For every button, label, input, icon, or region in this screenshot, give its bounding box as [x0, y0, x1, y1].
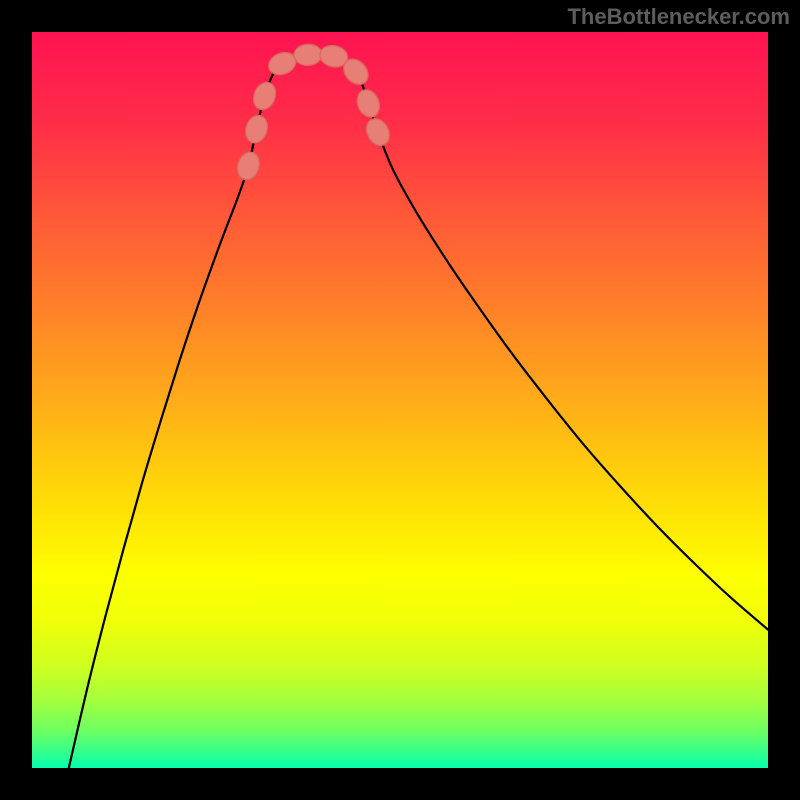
watermark-text: TheBottlenecker.com: [567, 4, 790, 30]
gradient-background: [32, 32, 768, 768]
chart-canvas: TheBottlenecker.com: [0, 0, 800, 800]
plot-area: [32, 32, 768, 768]
